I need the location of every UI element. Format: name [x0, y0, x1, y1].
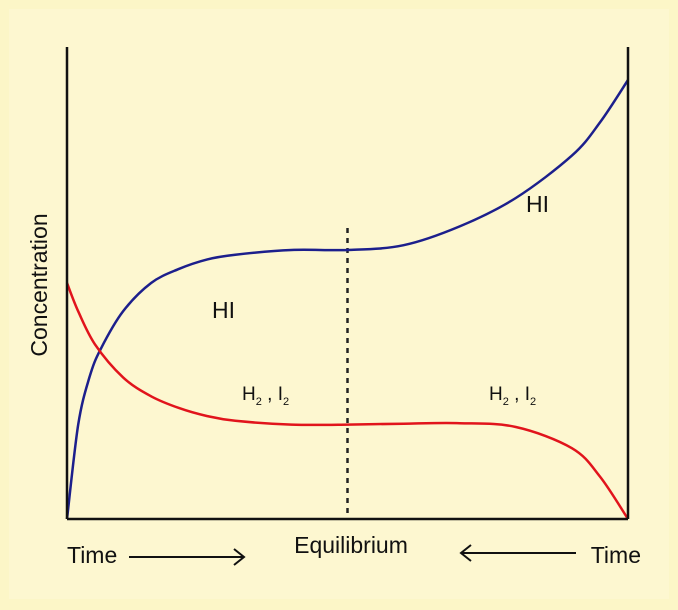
x-left-label: Time	[67, 542, 117, 568]
chart-frame	[9, 9, 669, 599]
y-axis-label: Concentration	[26, 213, 52, 356]
x-right-label: Time	[591, 542, 641, 568]
x-axis-label: Equilibrium	[294, 532, 408, 558]
series-line-h2i2	[65, 282, 630, 520]
chart-marks	[65, 79, 630, 520]
hi-label-left: HI	[212, 297, 235, 323]
h2i2-label-left: H2 , I2	[242, 384, 289, 408]
arrow-left-icon	[459, 544, 576, 562]
series-line-hi	[65, 79, 630, 520]
h2i2-label-right: H2 , I2	[489, 384, 536, 408]
hi-label-right: HI	[526, 191, 549, 217]
arrow-right-icon	[129, 548, 246, 566]
